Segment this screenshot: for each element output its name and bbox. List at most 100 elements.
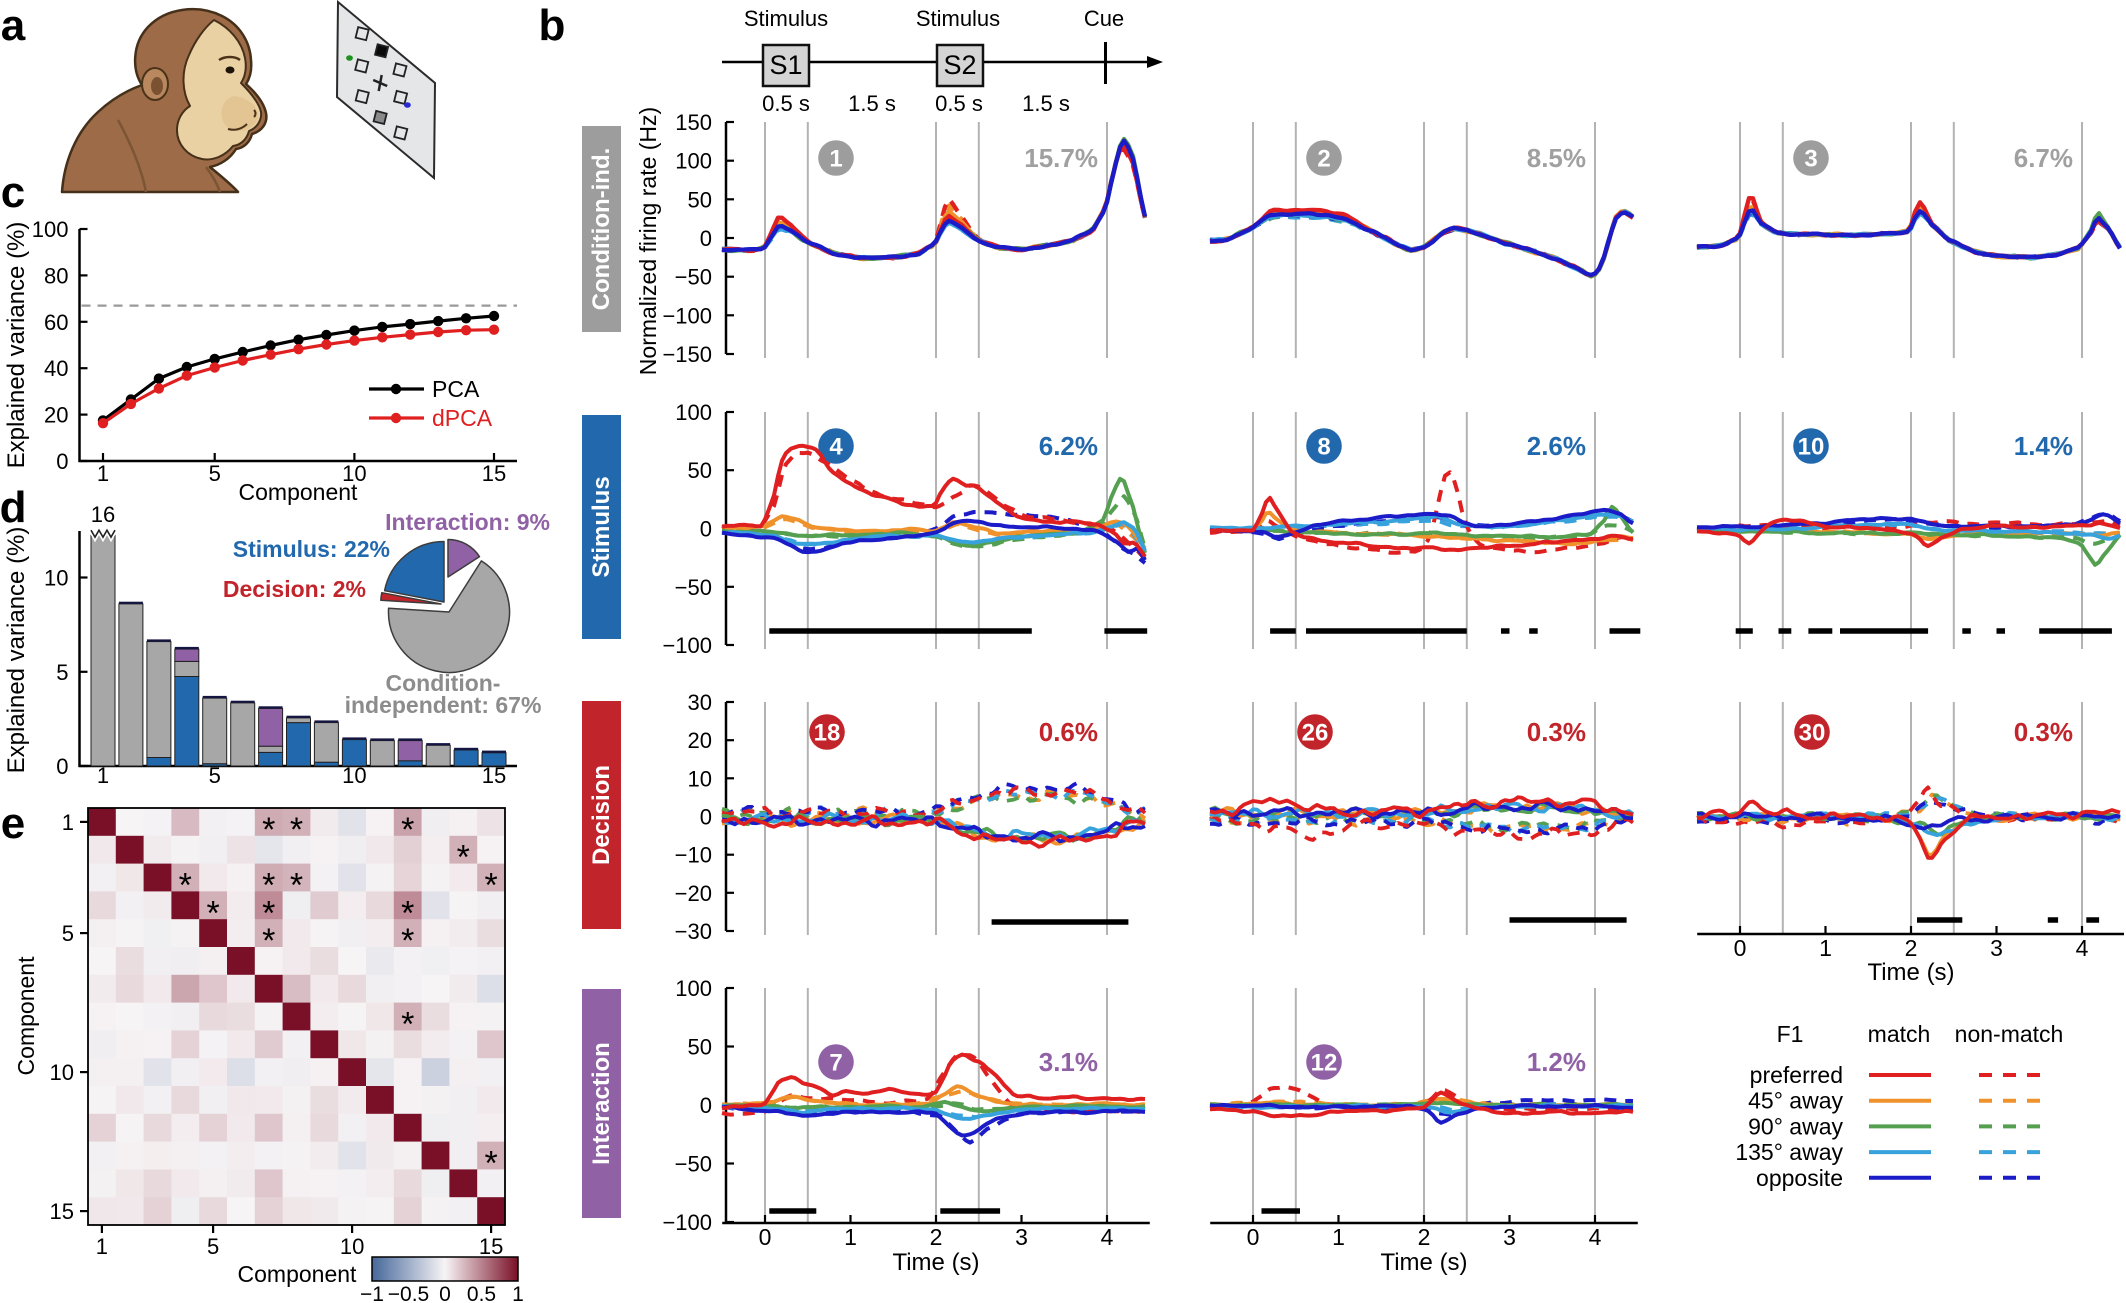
svg-text:8: 8 [1317,434,1330,461]
svg-text:12: 12 [1311,1050,1338,1077]
svg-text:5: 5 [209,461,221,486]
svg-text:1: 1 [1332,1224,1345,1250]
svg-text:2: 2 [1905,935,1918,961]
svg-text:*: * [401,1006,414,1044]
svg-text:0.5 s: 0.5 s [762,91,810,116]
svg-text:1: 1 [1819,935,1832,961]
svg-text:1: 1 [62,810,74,835]
svg-text:Stimulus: 22%: Stimulus: 22% [233,536,390,562]
svg-text:*: * [262,811,275,849]
svg-text:10: 10 [1798,434,1825,461]
svg-text:Component: Component [239,479,359,505]
svg-text:non-match: non-match [1955,1021,2064,1047]
svg-text:90° away: 90° away [1748,1113,1843,1139]
svg-text:Decision: 2%: Decision: 2% [223,576,366,602]
svg-text:1.4%: 1.4% [2014,431,2073,461]
svg-text:−50: −50 [675,265,712,290]
svg-text:10: 10 [342,763,366,788]
svg-text:3: 3 [1015,1224,1028,1250]
svg-text:−100: −100 [662,633,712,658]
svg-text:*: * [401,894,414,932]
svg-text:c: c [1,168,25,217]
svg-text:10: 10 [688,766,712,791]
svg-text:100: 100 [675,976,712,1001]
svg-text:1.2%: 1.2% [1527,1047,1586,1077]
svg-text:0: 0 [700,517,712,542]
svg-text:1: 1 [829,146,842,173]
svg-text:*: * [179,867,192,905]
svg-text:40: 40 [44,356,68,381]
svg-text:20: 20 [688,728,712,753]
svg-text:dPCA: dPCA [432,405,493,431]
svg-text:1: 1 [844,1224,857,1250]
svg-text:Component: Component [13,956,39,1076]
svg-text:2.6%: 2.6% [1527,431,1586,461]
svg-text:30: 30 [688,690,712,715]
svg-text:0.3%: 0.3% [2014,717,2073,747]
svg-text:−100: −100 [662,1210,712,1235]
svg-text:15: 15 [50,1199,74,1224]
svg-text:5: 5 [207,1234,219,1259]
svg-text:−50: −50 [675,1152,712,1177]
svg-text:30: 30 [1799,720,1826,747]
svg-text:10: 10 [44,566,68,591]
svg-text:15.7%: 15.7% [1024,143,1098,173]
svg-text:100: 100 [675,149,712,174]
svg-text:1: 1 [96,1234,108,1259]
svg-text:18: 18 [814,720,841,747]
svg-text:Cue: Cue [1084,6,1124,31]
svg-text:*: * [457,839,470,877]
svg-text:S1: S1 [769,50,802,80]
svg-text:5: 5 [209,763,221,788]
svg-text:Interaction: Interaction [588,1042,615,1165]
svg-text:4: 4 [1589,1224,1602,1250]
svg-text:Normalized firing rate (Hz): Normalized firing rate (Hz) [635,107,661,375]
svg-text:3.1%: 3.1% [1039,1047,1098,1077]
svg-text:−10: −10 [675,843,712,868]
svg-text:100: 100 [675,400,712,425]
svg-text:20: 20 [44,403,68,428]
svg-text:80: 80 [44,263,68,288]
svg-text:0: 0 [700,1093,712,1118]
svg-text:1.5 s: 1.5 s [848,91,896,116]
svg-text:−1: −1 [360,1283,384,1303]
svg-text:0.5 s: 0.5 s [935,91,983,116]
svg-text:F1: F1 [1777,1021,1804,1047]
svg-text:5: 5 [56,660,68,685]
svg-text:Explained variance (%): Explained variance (%) [3,527,30,774]
svg-text:Component: Component [238,1261,358,1287]
svg-text:Time (s): Time (s) [1380,1249,1467,1276]
svg-text:50: 50 [688,458,712,483]
svg-text:0.3%: 0.3% [1527,717,1586,747]
svg-text:2: 2 [1317,146,1330,173]
svg-text:1: 1 [97,763,109,788]
svg-text:opposite: opposite [1756,1165,1843,1191]
svg-text:50: 50 [688,1035,712,1060]
svg-text:*: * [401,922,414,960]
svg-text:16: 16 [91,502,115,527]
svg-text:d: d [0,483,26,532]
svg-text:−0.5: −0.5 [388,1283,429,1303]
svg-text:Interaction: 9%: Interaction: 9% [385,509,550,535]
svg-text:3: 3 [1503,1224,1516,1250]
svg-text:7: 7 [829,1050,842,1077]
svg-text:0: 0 [1247,1224,1260,1250]
svg-text:0: 0 [439,1283,451,1303]
svg-text:preferred: preferred [1750,1062,1843,1088]
svg-text:1.5 s: 1.5 s [1022,91,1070,116]
svg-text:*: * [484,867,497,905]
svg-text:15: 15 [479,1234,503,1259]
svg-text:*: * [401,811,414,849]
svg-text:2: 2 [930,1224,943,1250]
svg-text:Explained variance (%): Explained variance (%) [3,222,30,469]
svg-text:match: match [1868,1021,1931,1047]
svg-text:*: * [262,867,275,905]
svg-text:*: * [262,894,275,932]
svg-text:−150: −150 [662,342,712,367]
svg-text:*: * [290,867,303,905]
svg-text:0.5: 0.5 [467,1283,496,1303]
svg-text:45° away: 45° away [1748,1088,1843,1114]
svg-text:Stimulus: Stimulus [588,476,615,577]
svg-text:e: e [1,799,25,848]
svg-text:*: * [262,922,275,960]
